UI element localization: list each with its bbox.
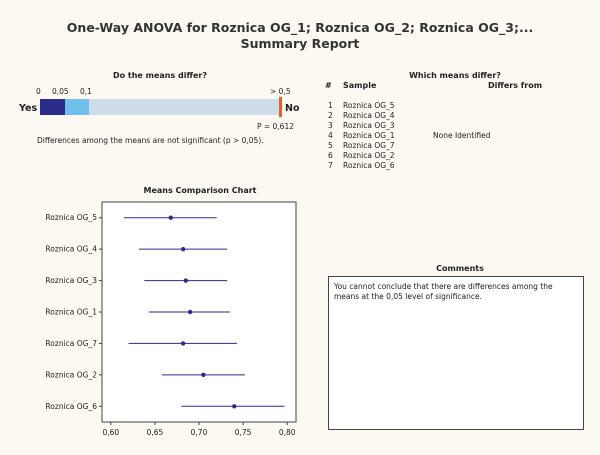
x-tick-label: 0,80	[279, 428, 296, 437]
pvalue-label: P = 0,612	[256, 122, 294, 131]
samples-cell-differs: None Identified	[433, 131, 491, 140]
samples-cell-sample: Roznica OG_2	[343, 151, 395, 160]
samples-cell-num: 5	[328, 141, 333, 150]
samples-table-row: 2 Roznica OG_4	[325, 111, 542, 121]
samples-cell-num: 2	[328, 111, 333, 120]
samples-cell-differs	[433, 101, 542, 111]
samples-cell-sample: Roznica OG_3	[343, 121, 395, 130]
mean-marker	[180, 341, 186, 346]
chart-title: Means Comparison Chart	[143, 186, 257, 195]
report-title-line2: Summary Report	[240, 36, 360, 51]
pvalue-bar-marginal-zone	[65, 99, 89, 115]
x-tick-label: 0,65	[147, 428, 164, 437]
x-tick-label: 0,75	[235, 428, 252, 437]
mean-marker	[232, 404, 237, 409]
samples-cell-differs	[433, 161, 542, 171]
samples-cell-num: 7	[328, 161, 333, 170]
samples-table-wrap: # Sample Differs from 1 Roznica OG_5 2 Rozn…	[325, 81, 542, 171]
means-comparison-chart: Roznica OG_5 Roznica OG_4 Roznica OG_3 Rozn…	[45, 201, 297, 437]
means-differ-heading: Do the means differ?	[112, 71, 207, 80]
samples-cell-differs	[433, 121, 542, 131]
comments-heading: Comments	[436, 264, 484, 273]
mean-marker	[180, 246, 186, 252]
scale-label-005: 0,05	[52, 87, 69, 96]
y-tick-label: Roznica OG_4	[45, 245, 97, 254]
samples-table-row: 3 Roznica OG_3	[325, 121, 542, 131]
mean-marker	[168, 215, 173, 220]
which-differ-heading: Which means differ?	[409, 71, 501, 80]
samples-cell-sample: Roznica OG_6	[343, 161, 395, 170]
samples-table-row: 6 Roznica OG_2	[325, 151, 542, 161]
samples-cell-num: 3	[328, 121, 333, 130]
samples-cell-sample: Roznica OG_4	[343, 111, 395, 120]
samples-cell-sample: Roznica OG_1	[343, 131, 395, 140]
no-label: No	[285, 103, 300, 114]
mean-marker	[187, 309, 193, 315]
means-differ-conclusion: Differences among the means are not sign…	[37, 136, 264, 145]
y-tick-label: Roznica OG_1	[45, 308, 97, 317]
samples-table-row: 1 Roznica OG_5	[325, 101, 542, 111]
samples-table-body: 1 Roznica OG_5 2 Roznica OG_4 3 Roznica OG_3 4…	[325, 101, 542, 171]
scale-label-05: > 0,5	[270, 87, 291, 96]
samples-cell-differs	[433, 111, 542, 121]
y-tick-label: Roznica OG_2	[45, 370, 97, 379]
pvalue-marker	[279, 97, 282, 117]
scale-label-01: 0,1	[80, 87, 92, 96]
mean-marker	[183, 278, 188, 283]
y-tick-label: Roznica OG_5	[45, 213, 97, 222]
y-tick-label: Roznica OG_6	[45, 402, 97, 411]
samples-cell-differs	[433, 151, 542, 161]
y-tick-label: Roznica OG_3	[45, 276, 97, 285]
scale-label-0: 0	[36, 87, 41, 96]
samples-cell-num: 4	[328, 131, 333, 140]
samples-table-row: 7 Roznica OG_6	[325, 161, 542, 171]
samples-table-row: 4 Roznica OG_1 None Identified	[325, 131, 542, 141]
col-differs-header: Differs from	[488, 81, 543, 90]
pvalue-bar-significant-zone	[40, 99, 65, 115]
report-title-line1: One-Way ANOVA for Roznica OG_1; Roznica …	[66, 20, 534, 35]
pvalue-bar	[40, 99, 280, 115]
report-title: One-Way ANOVA for Roznica OG_1; Roznica …	[0, 20, 600, 52]
y-tick-label: Roznica OG_7	[45, 339, 97, 348]
comments-box: You cannot conclude that there are diffe…	[328, 276, 584, 430]
samples-table-row: 5 Roznica OG_7	[325, 141, 542, 151]
mean-marker	[201, 372, 206, 378]
x-tick-label: 0,60	[102, 428, 119, 437]
samples-cell-num: 1	[328, 101, 333, 110]
samples-cell-differs	[433, 141, 542, 151]
samples-cell-sample: Roznica OG_7	[343, 141, 395, 150]
col-sample-header: Sample	[343, 81, 377, 90]
samples-table: # Sample Differs from 1 Roznica OG_5 2 Rozn…	[325, 81, 542, 171]
samples-cell-num: 6	[328, 151, 333, 160]
comments-text: You cannot conclude that there are diffe…	[334, 282, 553, 301]
yes-label: Yes	[19, 103, 38, 114]
samples-table-header: # Sample Differs from	[325, 81, 542, 91]
x-tick-label: 0,70	[191, 428, 208, 437]
samples-cell-sample: Roznica OG_5	[343, 101, 395, 110]
col-num-header: #	[325, 81, 332, 90]
